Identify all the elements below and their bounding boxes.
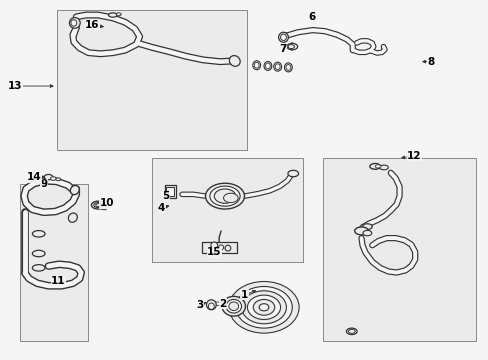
Circle shape bbox=[241, 291, 286, 324]
Ellipse shape bbox=[50, 177, 56, 180]
Ellipse shape bbox=[287, 45, 294, 49]
Ellipse shape bbox=[284, 63, 292, 72]
Bar bbox=[166, 187, 174, 196]
Ellipse shape bbox=[209, 186, 240, 206]
Circle shape bbox=[253, 300, 274, 315]
Ellipse shape bbox=[229, 55, 240, 66]
Ellipse shape bbox=[287, 170, 298, 177]
Ellipse shape bbox=[252, 61, 260, 70]
Ellipse shape bbox=[265, 63, 270, 69]
Text: 15: 15 bbox=[206, 247, 221, 257]
Ellipse shape bbox=[285, 64, 290, 70]
Ellipse shape bbox=[346, 328, 356, 334]
Ellipse shape bbox=[205, 183, 244, 209]
Text: 3: 3 bbox=[196, 300, 203, 310]
Ellipse shape bbox=[101, 206, 107, 210]
Ellipse shape bbox=[70, 185, 79, 195]
Circle shape bbox=[235, 287, 292, 328]
Text: 10: 10 bbox=[100, 198, 114, 208]
Text: 2: 2 bbox=[219, 299, 226, 309]
Text: 6: 6 bbox=[307, 12, 315, 22]
Ellipse shape bbox=[278, 32, 288, 42]
Ellipse shape bbox=[108, 13, 117, 17]
Ellipse shape bbox=[68, 213, 77, 222]
Ellipse shape bbox=[56, 178, 61, 181]
Ellipse shape bbox=[223, 193, 238, 203]
Ellipse shape bbox=[210, 242, 217, 248]
Ellipse shape bbox=[224, 245, 230, 251]
Text: 11: 11 bbox=[51, 276, 65, 286]
Ellipse shape bbox=[91, 201, 105, 209]
Ellipse shape bbox=[273, 62, 281, 71]
Ellipse shape bbox=[32, 250, 45, 257]
Ellipse shape bbox=[44, 175, 53, 180]
Ellipse shape bbox=[369, 163, 380, 169]
Ellipse shape bbox=[225, 300, 241, 313]
Text: 1: 1 bbox=[241, 290, 247, 300]
Text: 13: 13 bbox=[8, 81, 22, 91]
Ellipse shape bbox=[275, 64, 280, 69]
Ellipse shape bbox=[32, 230, 45, 237]
Circle shape bbox=[228, 282, 299, 333]
Ellipse shape bbox=[94, 203, 102, 208]
Ellipse shape bbox=[374, 165, 380, 168]
Bar bbox=[57, 10, 246, 149]
Ellipse shape bbox=[208, 303, 214, 310]
Ellipse shape bbox=[379, 165, 387, 170]
Circle shape bbox=[259, 304, 268, 311]
Text: 9: 9 bbox=[40, 179, 47, 189]
Bar bbox=[20, 184, 88, 341]
Ellipse shape bbox=[116, 13, 121, 16]
Ellipse shape bbox=[280, 34, 286, 41]
Bar bbox=[201, 242, 236, 253]
Ellipse shape bbox=[254, 62, 259, 68]
Text: 5: 5 bbox=[162, 192, 169, 202]
Ellipse shape bbox=[347, 329, 354, 333]
Text: 16: 16 bbox=[85, 20, 100, 30]
Ellipse shape bbox=[264, 62, 271, 71]
Bar bbox=[164, 185, 176, 198]
Text: 4: 4 bbox=[158, 203, 165, 213]
Ellipse shape bbox=[32, 265, 45, 271]
Ellipse shape bbox=[218, 245, 223, 250]
Ellipse shape bbox=[228, 302, 238, 311]
Text: 14: 14 bbox=[26, 172, 41, 182]
Ellipse shape bbox=[286, 43, 297, 50]
Ellipse shape bbox=[71, 20, 77, 26]
Ellipse shape bbox=[222, 296, 245, 316]
Text: 7: 7 bbox=[278, 44, 285, 54]
Text: 8: 8 bbox=[427, 57, 433, 67]
Bar bbox=[322, 158, 475, 341]
Circle shape bbox=[247, 295, 280, 319]
Ellipse shape bbox=[214, 189, 235, 203]
Ellipse shape bbox=[362, 230, 371, 236]
Bar bbox=[152, 158, 303, 262]
Ellipse shape bbox=[206, 300, 216, 310]
Ellipse shape bbox=[362, 224, 371, 229]
Text: 12: 12 bbox=[406, 150, 421, 161]
Ellipse shape bbox=[354, 227, 367, 235]
Ellipse shape bbox=[69, 18, 80, 28]
Ellipse shape bbox=[96, 204, 101, 207]
